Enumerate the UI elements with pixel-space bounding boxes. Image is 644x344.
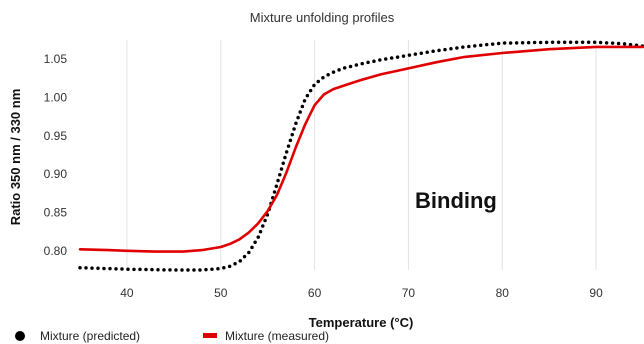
x-tick-label-4: 80 [496, 286, 510, 300]
series-line-measured [78, 45, 644, 253]
x-tick-label-0: 40 [120, 286, 134, 300]
legend-marker-measured [203, 333, 217, 338]
y-axis-label: Ratio 350 nm / 330 nm [8, 89, 23, 226]
y-tick-label-1: 0.85 [44, 206, 68, 220]
legend-label-1: Mixture (measured) [225, 329, 329, 343]
grid-lines [126, 40, 597, 270]
y-tick-label-0: 0.80 [44, 244, 68, 258]
legend-marker-predicted [15, 331, 25, 341]
legend-label-0: Mixture (predicted) [40, 329, 140, 343]
x-tick-label-1: 50 [214, 286, 228, 300]
y-tick-label-5: 1.05 [44, 52, 68, 66]
y-tick-label-3: 0.95 [44, 129, 68, 143]
binding-annotation: Binding [415, 188, 497, 213]
y-tick-labels: 0.80 0.85 0.90 0.95 1.00 1.05 [44, 52, 68, 258]
legend: Mixture (predicted) Mixture (measured) [15, 329, 329, 343]
x-tick-label-5: 90 [589, 286, 603, 300]
x-tick-labels: 40 50 60 70 80 90 [120, 286, 603, 300]
chart-title: Mixture unfolding profiles [250, 10, 395, 25]
x-axis-label: Temperature (°C) [309, 315, 414, 330]
x-tick-label-3: 70 [402, 286, 416, 300]
series-line-predicted [78, 40, 644, 272]
y-tick-label-2: 0.90 [44, 167, 68, 181]
series-lines [78, 40, 644, 272]
y-tick-label-4: 1.00 [44, 91, 68, 105]
x-tick-label-2: 60 [308, 286, 322, 300]
